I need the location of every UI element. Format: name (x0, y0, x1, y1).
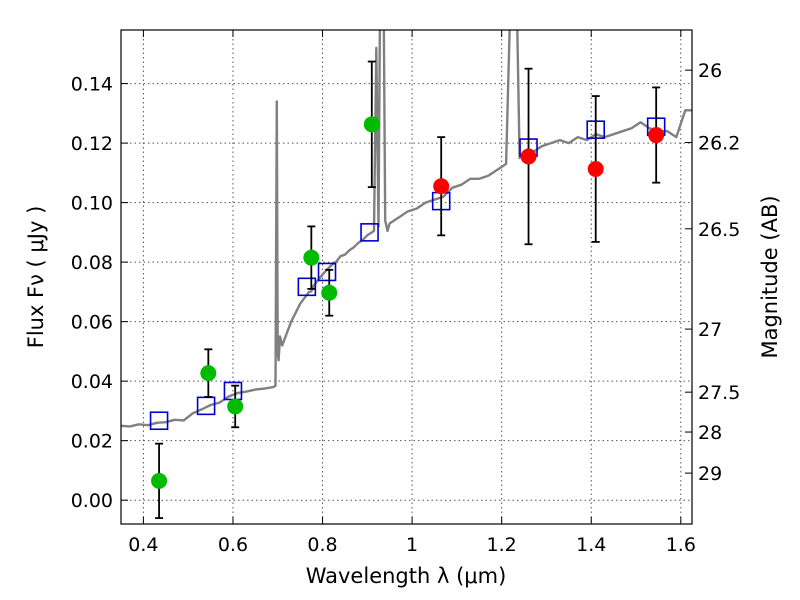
y-tick-label: 0.10 (71, 193, 113, 215)
y2-tick-label: 27 (698, 319, 722, 341)
hst-photometry-point (200, 365, 217, 382)
model-photometry-point (317, 262, 337, 282)
y-tick-label: 0.08 (71, 252, 113, 274)
x-tick-label: 0.6 (218, 534, 248, 556)
model-photometry-point (297, 277, 317, 297)
model-photometry-point (360, 223, 379, 242)
y-tick-label: 0.02 (71, 431, 113, 453)
axis-ticks (121, 30, 692, 524)
x-tick-label: 1 (406, 534, 418, 556)
hst-photometry-point (303, 249, 320, 266)
y-tick-label: 0.00 (71, 490, 113, 512)
nir-photometry-point (648, 127, 665, 144)
nir-photometry-point (587, 160, 604, 177)
y2-tick-label: 27.5 (698, 382, 740, 404)
y2-tick-label: 29 (698, 463, 722, 485)
x-tick-label: 1.4 (576, 534, 606, 556)
x-axis-title: Wavelength λ (μm) (306, 564, 507, 588)
y2-tick-label: 28 (698, 422, 722, 444)
y-tick-label: 0.12 (71, 133, 113, 155)
nir-photometry-point (433, 178, 450, 195)
nir-photometry-point (520, 148, 537, 165)
x-tick-label: 0.8 (307, 534, 337, 556)
y2-tick-label: 26 (698, 60, 722, 82)
hst-photometry-point (151, 472, 168, 489)
grid-lines (121, 30, 692, 524)
y2-axis-title: Magnitude (AB) (758, 195, 782, 358)
spectrum-line (121, 30, 692, 428)
y2-tick-label: 26.2 (698, 132, 740, 154)
axis-labels: 0.4 0.6 0.8 1 1.2 1.4 1.6 0.00 0.02 0.04 0.06 0.08 0… (71, 60, 741, 556)
plot-area (121, 30, 692, 519)
y2-tick-label: 26.5 (698, 219, 740, 241)
x-tick-label: 1.6 (666, 534, 696, 556)
x-tick-label: 1.2 (487, 534, 517, 556)
model-photometry-point (149, 411, 169, 431)
y-tick-label: 0.04 (71, 371, 113, 393)
y-tick-label: 0.14 (71, 74, 113, 96)
hst-photometry-point (363, 116, 380, 133)
y-axis-title: Flux Fν ( μJy ) (24, 206, 48, 349)
hst-photometry-point (321, 284, 338, 301)
x-tick-label: 0.4 (128, 534, 158, 556)
y-tick-label: 0.06 (71, 312, 113, 334)
hst-photometry-point (227, 398, 244, 415)
plot-frame (120, 29, 693, 525)
